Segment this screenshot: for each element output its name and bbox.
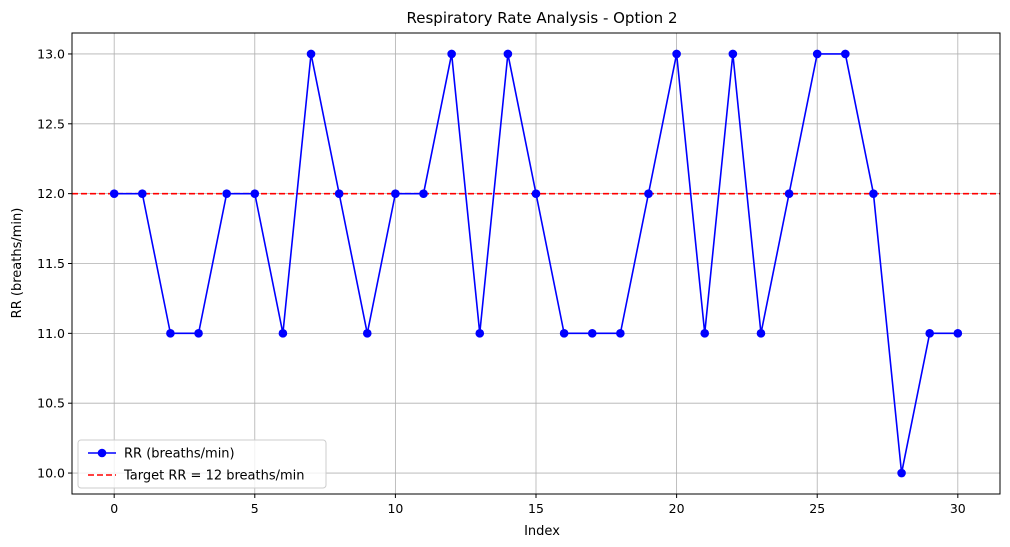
data-point: [813, 50, 822, 59]
data-point: [194, 329, 203, 338]
data-point: [588, 329, 597, 338]
data-point: [869, 189, 878, 198]
y-axis-title: RR (breaths/min): [10, 208, 25, 319]
data-point: [644, 189, 653, 198]
x-axis-title: Index: [524, 524, 560, 539]
data-point: [785, 189, 794, 198]
data-point: [363, 329, 372, 338]
data-point: [335, 189, 344, 198]
data-point: [307, 50, 316, 59]
data-point: [279, 329, 288, 338]
data-point: [222, 189, 231, 198]
y-tick-label: 10.5: [37, 396, 65, 411]
legend: RR (breaths/min) Target RR = 12 breaths/m…: [78, 440, 326, 488]
legend-reference-label: Target RR = 12 breaths/min: [123, 469, 305, 484]
data-point: [897, 469, 906, 478]
data-point: [250, 189, 259, 198]
x-tick-label: 25: [809, 501, 825, 516]
legend-series-label: RR (breaths/min): [124, 447, 235, 462]
x-tick-label: 5: [251, 501, 259, 516]
data-point: [110, 189, 119, 198]
chart-title: Respiratory Rate Analysis - Option 2: [407, 9, 678, 27]
y-tick-label: 10.0: [37, 466, 65, 481]
data-point: [616, 329, 625, 338]
data-point: [391, 189, 400, 198]
data-point: [925, 329, 934, 338]
x-tick-label: 0: [110, 501, 118, 516]
x-tick-label: 10: [387, 501, 403, 516]
data-point: [560, 329, 569, 338]
y-tick-label: 11.0: [37, 326, 65, 341]
data-point: [475, 329, 484, 338]
y-tick-label: 12.5: [37, 116, 65, 131]
data-point: [954, 329, 963, 338]
data-point: [419, 189, 428, 198]
x-tick-label: 30: [950, 501, 966, 516]
legend-series-marker: [98, 449, 107, 458]
y-tick-label: 12.0: [37, 186, 65, 201]
data-point: [729, 50, 738, 59]
x-tick-label: 20: [669, 501, 685, 516]
data-point: [138, 189, 147, 198]
data-point: [532, 189, 541, 198]
y-tick-label: 11.5: [37, 256, 65, 271]
y-tick-label: 13.0: [37, 46, 65, 61]
data-point: [841, 50, 850, 59]
data-point: [757, 329, 766, 338]
data-point: [447, 50, 456, 59]
x-tick-label: 15: [528, 501, 544, 516]
data-point: [700, 329, 709, 338]
data-point: [672, 50, 681, 59]
data-point: [166, 329, 175, 338]
data-point: [504, 50, 513, 59]
